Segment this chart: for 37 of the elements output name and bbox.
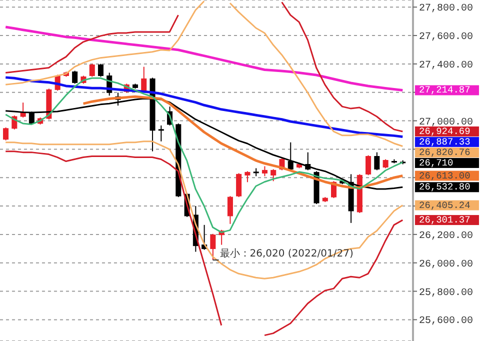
candlestick [366,154,372,176]
data-label: 26,887.33 [419,136,471,148]
data-label: 26,301.37 [419,214,470,226]
y-tick-label: 27,000.00 [419,117,474,128]
candlestick [158,124,164,142]
y-tick-label: 26,200.00 [419,230,474,242]
candlestick [270,168,276,182]
data-label: 26,613.00 [419,170,471,182]
candlestick [262,166,268,177]
candlestick [3,126,9,141]
candlestick [89,63,95,78]
line-series [4,26,404,92]
data-label: 26,820.76 [419,146,471,158]
y-tick-label: 27,800.00 [419,4,474,15]
candlestick [288,142,294,171]
candlestick [72,70,78,84]
candlestick [20,102,26,118]
candlestick [244,170,250,183]
candlestick [227,196,233,224]
data-label: 26,405.24 [419,200,471,211]
y-tick-label: 27,400.00 [419,60,474,72]
candlestick [141,66,147,92]
line-series [82,95,404,189]
data-label: 27,214.87 [419,84,470,96]
line-series [4,140,404,280]
candlestick [236,172,242,198]
candlestick [98,63,104,78]
candlestick [210,233,216,261]
data-label: 26,532.80 [419,182,471,193]
candlestick [374,152,380,171]
y-tick-label: 25,600.00 [419,316,474,328]
y-tick-label: 27,600.00 [419,32,474,44]
text: 26,710 [419,157,454,168]
y-tick-label: 26,000.00 [419,259,474,270]
data-label: 26,924.69 [419,126,471,137]
line-series [4,76,404,138]
y-tick-label: 25,800.00 [419,288,474,299]
